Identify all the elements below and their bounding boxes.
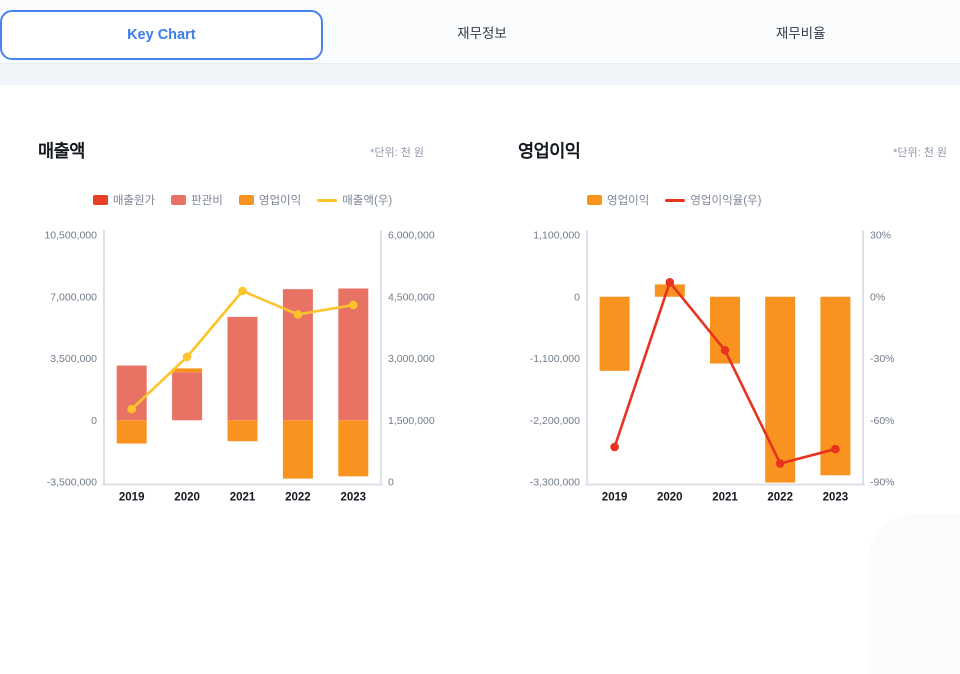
bar-segment: [116, 420, 147, 444]
line-dot: [238, 286, 247, 296]
x-axis-label: 2023: [341, 492, 367, 504]
x-axis-label: 2021: [712, 492, 738, 504]
line-dot: [293, 310, 303, 319]
tab-financial-info[interactable]: 재무정보: [457, 25, 507, 41]
tab-key-chart[interactable]: Key Chart: [0, 10, 323, 60]
x-axis-label: 2020: [657, 492, 683, 504]
x-axis-label: 2019: [602, 492, 628, 504]
right-axis-tick-label: -30%: [870, 353, 895, 365]
left-axis-tick-label: 1,100,000: [533, 230, 580, 242]
line-dot: [775, 459, 785, 468]
legend-line-swatch: [317, 198, 338, 202]
left-axis-tick-label: 3,500,000: [50, 353, 97, 365]
x-axis-label: 2019: [119, 492, 145, 504]
bar-segment: [599, 296, 630, 371]
bar-segment: [172, 372, 203, 421]
right-axis-tick-label: 1,500,000: [388, 415, 435, 427]
left-axis-tick-label: -2,200,000: [530, 415, 580, 427]
legend-color-swatch: [587, 195, 602, 205]
line-dot: [127, 404, 136, 414]
x-axis-label: 2021: [230, 492, 256, 504]
revenue-chart-title: 매출액: [38, 141, 85, 161]
line-dot: [720, 345, 730, 355]
legend-label: 판관비: [191, 195, 223, 207]
right-axis-tick-label: 3,000,000: [388, 353, 435, 365]
bar-segment: [227, 420, 258, 442]
x-axis-label: 2022: [767, 492, 793, 504]
legend-color-swatch: [92, 195, 108, 205]
x-axis-label: 2023: [823, 492, 849, 504]
left-axis-tick-label: -3,300,000: [530, 477, 580, 489]
legend-label: 영업이익율(우): [690, 195, 762, 207]
left-axis-tick-label: -3,500,000: [47, 477, 97, 489]
legend-label: 영업이익: [258, 195, 302, 207]
line-dot: [349, 300, 358, 310]
operating-profit-chart-title: 영업이익: [518, 141, 581, 161]
line-dot: [831, 444, 840, 454]
right-axis-tick-label: 30%: [870, 230, 891, 242]
left-axis-tick-label: -1,100,000: [530, 353, 580, 365]
bar-segment: [282, 420, 313, 479]
right-axis-tick-label: -90%: [870, 477, 895, 489]
line-dot: [182, 352, 192, 362]
bar-segment: [172, 368, 203, 373]
bar-segment: [338, 288, 369, 421]
operating-profit-chart-card: 영업이익 *단위: 천 원 영업이익 영업이익율(우) 1,100,000 0 -1,…: [500, 130, 950, 510]
right-axis-tick-label: -60%: [870, 415, 895, 427]
legend-item[interactable]: 판관비: [171, 192, 223, 208]
operating-profit-unit-note: *단위: 천 원: [893, 147, 947, 159]
bar-segment: [227, 316, 258, 421]
left-axis-tick-label: 0: [574, 291, 580, 303]
tab-financial-ratio[interactable]: 재무비율: [775, 25, 826, 41]
tab-bar: Key Chart 재무정보 재무비율: [0, 0, 960, 64]
left-axis-tick-label: 10,500,000: [44, 230, 97, 242]
right-axis-tick-label: 0: [388, 477, 394, 489]
right-axis-tick-label: 6,000,000: [388, 230, 435, 242]
line-dot: [610, 442, 619, 452]
legend-label: 영업이익: [607, 195, 650, 207]
bar-segment: [338, 420, 369, 477]
divider-band: [0, 64, 960, 85]
revenue-chart-card: 매출액 *단위: 천 원 매출원가 판관비 영업이익 매출액(우) 10,500,00…: [20, 130, 440, 510]
left-axis-tick-label: 7,000,000: [50, 291, 97, 303]
legend-line-swatch: [665, 198, 686, 202]
operating-profit-chart-legend: 영업이익 영업이익율(우): [587, 192, 863, 208]
legend-item[interactable]: 영업이익: [238, 192, 302, 208]
bar-segment: [654, 284, 685, 297]
bar-segment: [765, 296, 796, 483]
revenue-chart-legend: 매출원가 판관비 영업이익 매출액(우): [92, 192, 392, 208]
legend-label: 매출원가: [112, 195, 156, 207]
legend-item[interactable]: 매출원가: [92, 192, 156, 208]
legend-item[interactable]: 매출액(우): [317, 192, 392, 208]
revenue-chart-plot: 10,500,000 7,000,000 3,500,000 0 -3,500,000 6…: [44, 230, 435, 504]
legend-item[interactable]: 영업이익율(우): [665, 192, 761, 208]
right-axis-tick-label: 0%: [870, 291, 885, 303]
operating-profit-chart-plot: 1,100,000 0 -1,100,000 -2,200,000 -3,300,000…: [530, 230, 895, 504]
background-corner-shape: [868, 514, 960, 674]
right-axis-tick-label: 4,500,000: [388, 291, 435, 303]
revenue-unit-note: *단위: 천 원: [370, 147, 424, 159]
x-axis-label: 2022: [285, 492, 311, 504]
legend-color-swatch: [171, 195, 187, 205]
legend-item[interactable]: 영업이익: [587, 192, 649, 208]
legend-label: 매출액(우): [342, 195, 393, 207]
left-axis-tick-label: 0: [91, 415, 97, 427]
line-dot: [665, 278, 675, 287]
legend-color-swatch: [238, 195, 254, 205]
x-axis-label: 2020: [174, 492, 200, 504]
